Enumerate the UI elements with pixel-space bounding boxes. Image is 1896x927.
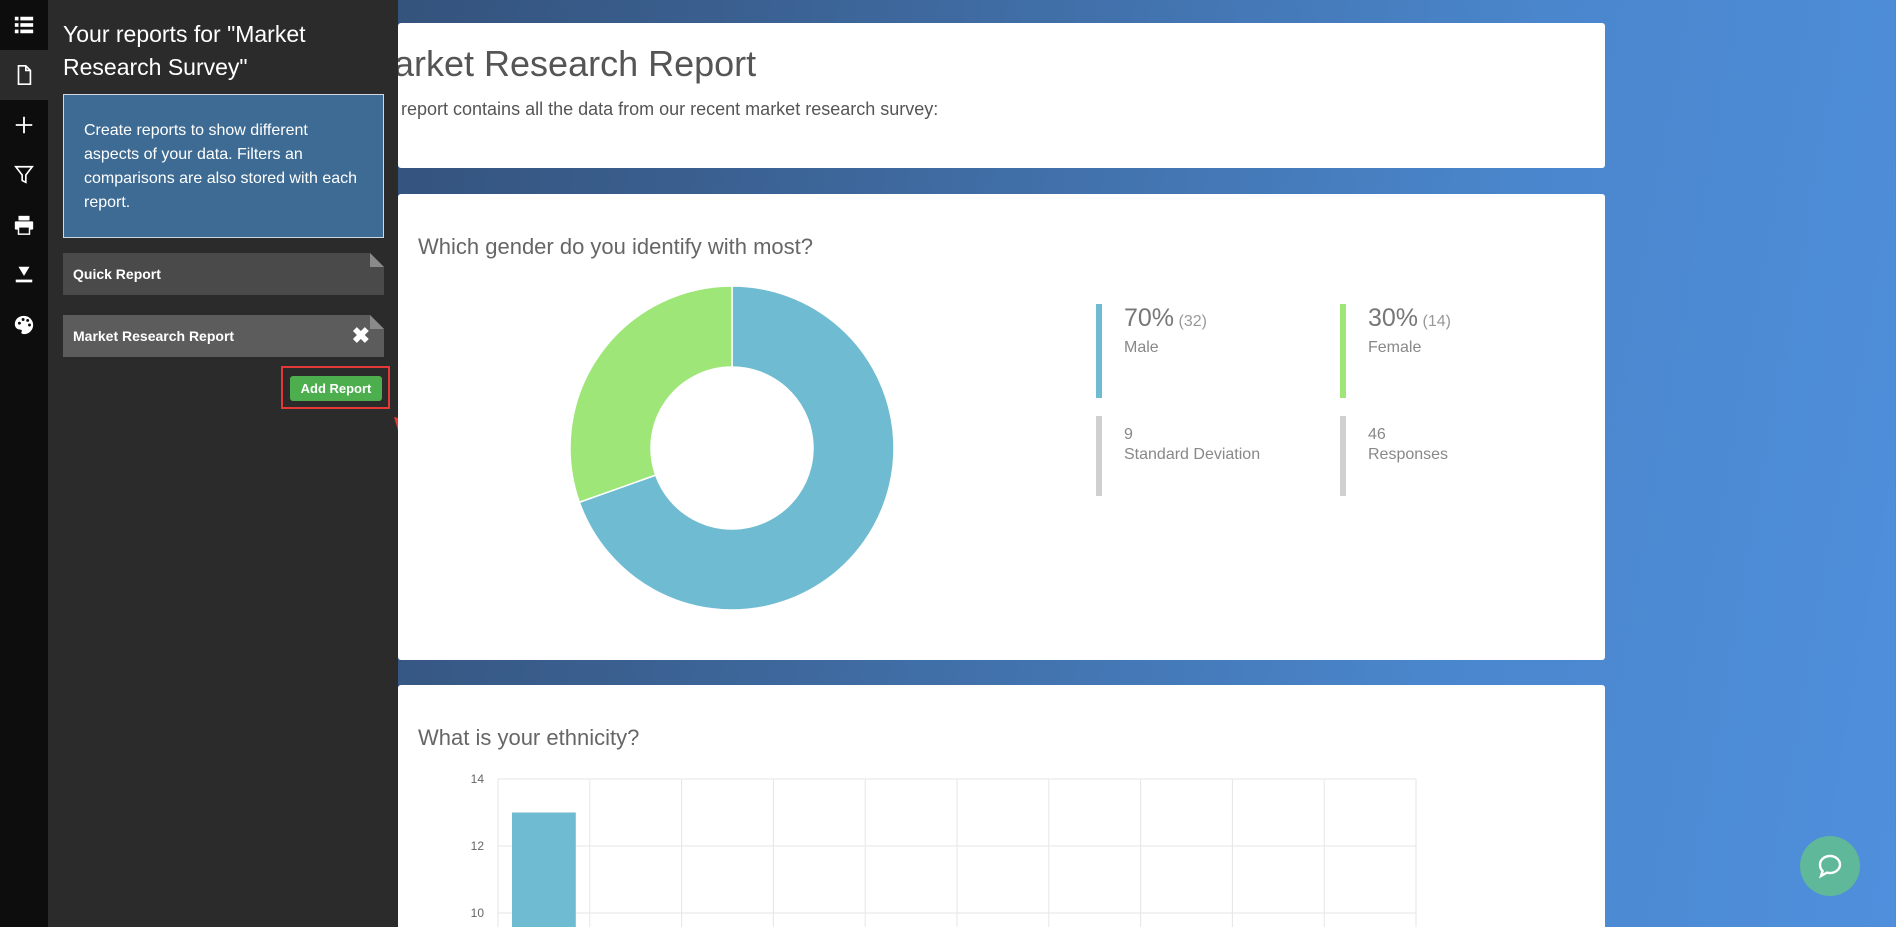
stat-responses: 46 Responses bbox=[1340, 416, 1448, 496]
question-title: Which gender do you identify with most? bbox=[418, 234, 813, 259]
male-label: Male bbox=[1124, 339, 1159, 356]
report-description: This report contains all the data from o… bbox=[398, 99, 1098, 120]
add-report-button[interactable]: Add Report bbox=[290, 376, 382, 401]
report-title: Market Research Report bbox=[398, 43, 998, 85]
question-title: What is your ethnicity? bbox=[418, 725, 640, 750]
ethnicity-bar bbox=[512, 812, 576, 927]
add-report-highlight bbox=[281, 366, 390, 409]
responses-label: Responses bbox=[1368, 446, 1449, 463]
info-box: Create reports to show different aspects… bbox=[63, 94, 384, 238]
y-tick-label: 12 bbox=[471, 839, 485, 853]
y-tick-label: 14 bbox=[471, 772, 485, 786]
gender-donut-chart bbox=[570, 286, 894, 610]
report-item-label: Market Research Report bbox=[73, 328, 235, 344]
report-item-market[interactable]: Market Research Report ✖ bbox=[63, 315, 384, 357]
report-item-label: Quick Report bbox=[73, 266, 161, 282]
ethnicity-question-card: What is your ethnicity? 10 12 14 bbox=[398, 685, 1605, 927]
female-label: Female bbox=[1368, 339, 1422, 356]
female-count: (14) bbox=[1422, 313, 1451, 330]
chat-button[interactable] bbox=[1800, 836, 1860, 896]
panel-title: Your reports for "Market Research Survey… bbox=[63, 21, 306, 80]
ethnicity-bar-chart: 10 12 14 bbox=[471, 772, 1417, 927]
fold-corner-shade bbox=[370, 315, 384, 329]
icon-rail bbox=[0, 0, 48, 927]
close-icon[interactable]: ✖ bbox=[351, 323, 370, 348]
report-header-card: Market Research Report This report conta… bbox=[398, 23, 1605, 168]
stat-female: 30% (14) Female bbox=[1340, 304, 1451, 398]
male-percent: 70% bbox=[1124, 304, 1175, 332]
print-icon[interactable] bbox=[0, 200, 48, 250]
fold-corner-shade bbox=[370, 253, 384, 267]
female-percent: 30% bbox=[1368, 304, 1419, 332]
stddev-label: Standard Deviation bbox=[1124, 446, 1261, 463]
gender-question-card: Which gender do you identify with most? … bbox=[398, 194, 1605, 660]
y-tick-label: 10 bbox=[471, 906, 485, 920]
document-icon[interactable] bbox=[0, 50, 48, 100]
report-description-text: This report contains all the data from o… bbox=[398, 99, 939, 119]
donut-slice-female bbox=[570, 286, 733, 504]
filter-icon[interactable] bbox=[0, 150, 48, 200]
stddev-value: 9 bbox=[1124, 426, 1133, 443]
stat-male: 70% (32) Male bbox=[1096, 304, 1207, 398]
report-item-quick[interactable]: Quick Report bbox=[63, 253, 384, 295]
chat-bubble-icon bbox=[1818, 854, 1842, 879]
list-icon[interactable] bbox=[0, 0, 48, 50]
reports-panel: Your reports for "Market Research Survey… bbox=[48, 0, 398, 927]
plus-icon[interactable] bbox=[0, 100, 48, 150]
stat-stddev: 9 Standard Deviation bbox=[1096, 416, 1260, 496]
donut-slice-male bbox=[578, 286, 894, 610]
report-title-text: Market Research Report bbox=[398, 43, 757, 84]
male-count: (32) bbox=[1178, 313, 1207, 330]
download-icon[interactable] bbox=[0, 250, 48, 300]
palette-icon[interactable] bbox=[0, 300, 48, 350]
responses-value: 46 bbox=[1368, 426, 1386, 443]
